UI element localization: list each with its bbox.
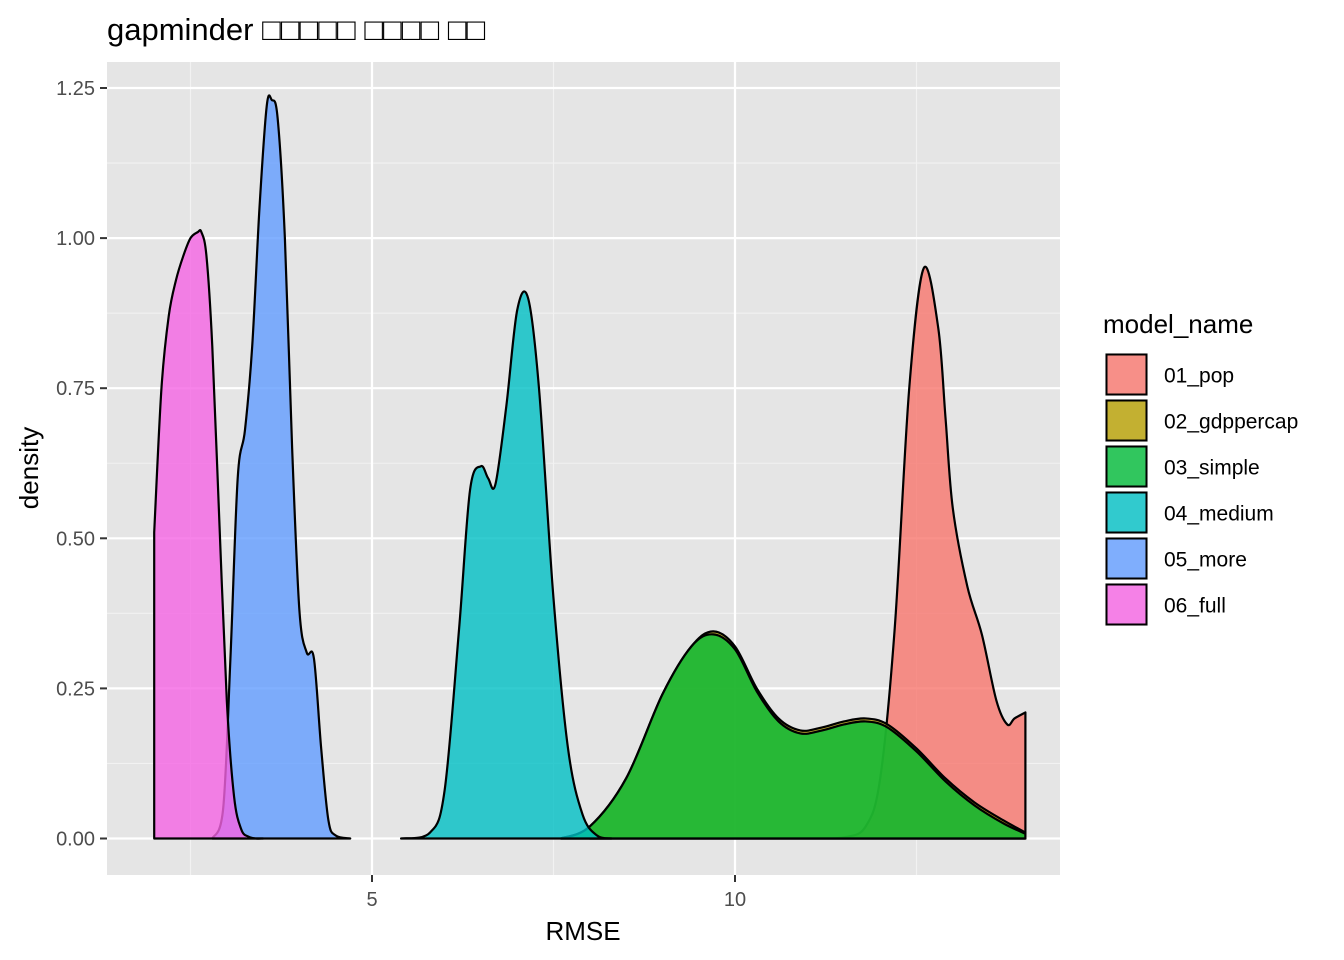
legend-swatch-03-simple: [1105, 445, 1148, 488]
density-area-05-more: [211, 94, 352, 840]
x-axis-title: RMSE: [545, 916, 620, 946]
plot-panel: [107, 62, 1060, 875]
legend-swatch-02-gdppercap: [1105, 399, 1148, 442]
axes: 0.00 0.25 0.50 0.75 1.00 1.25 5 10: [56, 78, 746, 911]
density-area-04-medium: [399, 290, 613, 840]
x-tick-label: 5: [366, 889, 377, 911]
legend-label: 04_medium: [1164, 503, 1274, 526]
legend-label: 06_full: [1164, 595, 1226, 618]
y-tick-label: 0.75: [56, 378, 95, 400]
y-tick-label: 0.50: [56, 528, 95, 550]
y-tick-label: 0.00: [56, 829, 95, 851]
legend-items: 01_pop 02_gdppercap 03_simple 04_medium 05_m…: [1105, 353, 1298, 626]
density-area-03-simple: [559, 633, 1027, 840]
density-series: [153, 94, 1027, 840]
chart-title: gapminder □□□□□ □□□□ □□: [107, 12, 486, 47]
legend-label: 01_pop: [1164, 365, 1234, 388]
x-tick-label: 10: [724, 889, 746, 911]
y-tick-label: 1.00: [56, 228, 95, 250]
y-axis-title: density: [14, 427, 44, 509]
legend-label: 03_simple: [1164, 457, 1260, 480]
density-area-06-full: [153, 228, 265, 840]
legend-label: 05_more: [1164, 549, 1247, 572]
legend-swatch-05-more: [1105, 537, 1148, 580]
legend: model_name 01_pop 02_gdppercap 03_simple 04…: [1103, 309, 1298, 626]
legend-swatch-06-full: [1105, 583, 1148, 626]
legend-title: model_name: [1103, 309, 1253, 339]
y-tick-label: 0.25: [56, 678, 95, 700]
legend-label: 02_gdppercap: [1164, 411, 1298, 434]
legend-swatch-01-pop: [1105, 353, 1148, 396]
legend-swatch-04-medium: [1105, 491, 1148, 534]
y-tick-label: 1.25: [56, 78, 95, 100]
